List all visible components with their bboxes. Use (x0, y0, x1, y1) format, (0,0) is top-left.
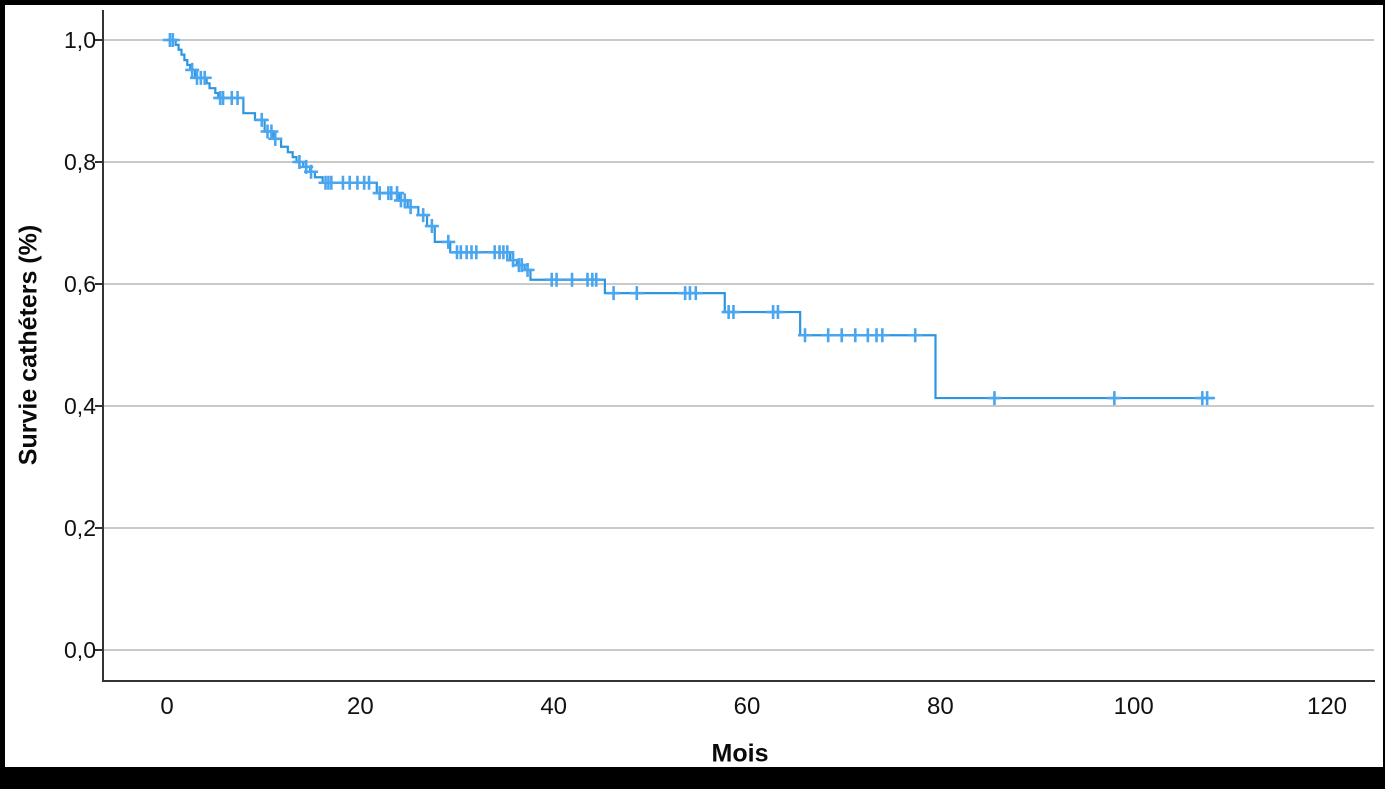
tick-labels: 0,0 0,2 0,4 0,6 0,8 1,0 0 20 40 60 80 100 120 (64, 27, 1347, 720)
censor-mark (424, 219, 439, 234)
censor-mark (304, 164, 319, 179)
censor-mark (230, 90, 245, 105)
y-tick-label: 0,8 (64, 149, 96, 175)
censor-mark (1200, 391, 1215, 406)
y-tick-label: 1,0 (64, 27, 96, 53)
censor-mark (565, 272, 580, 287)
censor-mark (390, 186, 405, 201)
y-tick-label: 0,6 (64, 271, 96, 297)
axes (95, 10, 1375, 682)
censor-mark (589, 272, 604, 287)
censor-mark (629, 286, 644, 301)
censor-mark (185, 62, 200, 77)
x-tick-label: 100 (1114, 693, 1154, 720)
censor-mark (987, 391, 1002, 406)
censor-mark (520, 262, 535, 277)
y-tick-label: 0,4 (64, 393, 96, 419)
censor-mark (268, 131, 283, 146)
censor-mark (798, 328, 812, 343)
censor-mark (549, 272, 564, 287)
x-tick-label: 0 (160, 693, 173, 720)
censor-mark (688, 286, 703, 301)
censor-mark (197, 70, 212, 85)
x-axis-title: Mois (711, 739, 769, 768)
censor-mark (441, 234, 456, 249)
gridlines (104, 39, 1374, 651)
censor-mark (848, 328, 863, 343)
y-axis-title: Survie cathéters (%) (14, 224, 43, 466)
censor-mark (264, 124, 279, 139)
censor-mark (770, 305, 785, 320)
censor-mark (254, 112, 269, 127)
censor-layer (162, 33, 1215, 406)
censor-mark (726, 305, 741, 320)
censor-mark (165, 33, 180, 47)
censor-mark (362, 175, 377, 190)
censor-mark (469, 245, 484, 260)
x-tick-label: 40 (540, 693, 567, 720)
censor-mark (908, 328, 923, 343)
plot-surface (5, 5, 1383, 767)
censor-mark (606, 286, 621, 301)
y-tick-label: 0,2 (64, 515, 96, 541)
censor-mark (403, 200, 418, 215)
censor-mark (875, 328, 890, 343)
x-tick-label: 20 (347, 693, 374, 720)
censor-mark (834, 328, 849, 343)
censor-mark (821, 328, 836, 343)
x-tick-label: 80 (927, 693, 954, 720)
censor-mark (500, 245, 515, 260)
x-tick-label: 120 (1307, 693, 1347, 720)
y-tick-label: 0,0 (64, 637, 96, 663)
censor-mark (1107, 391, 1122, 406)
censor-mark (416, 208, 431, 223)
x-tick-label: 60 (734, 693, 761, 720)
